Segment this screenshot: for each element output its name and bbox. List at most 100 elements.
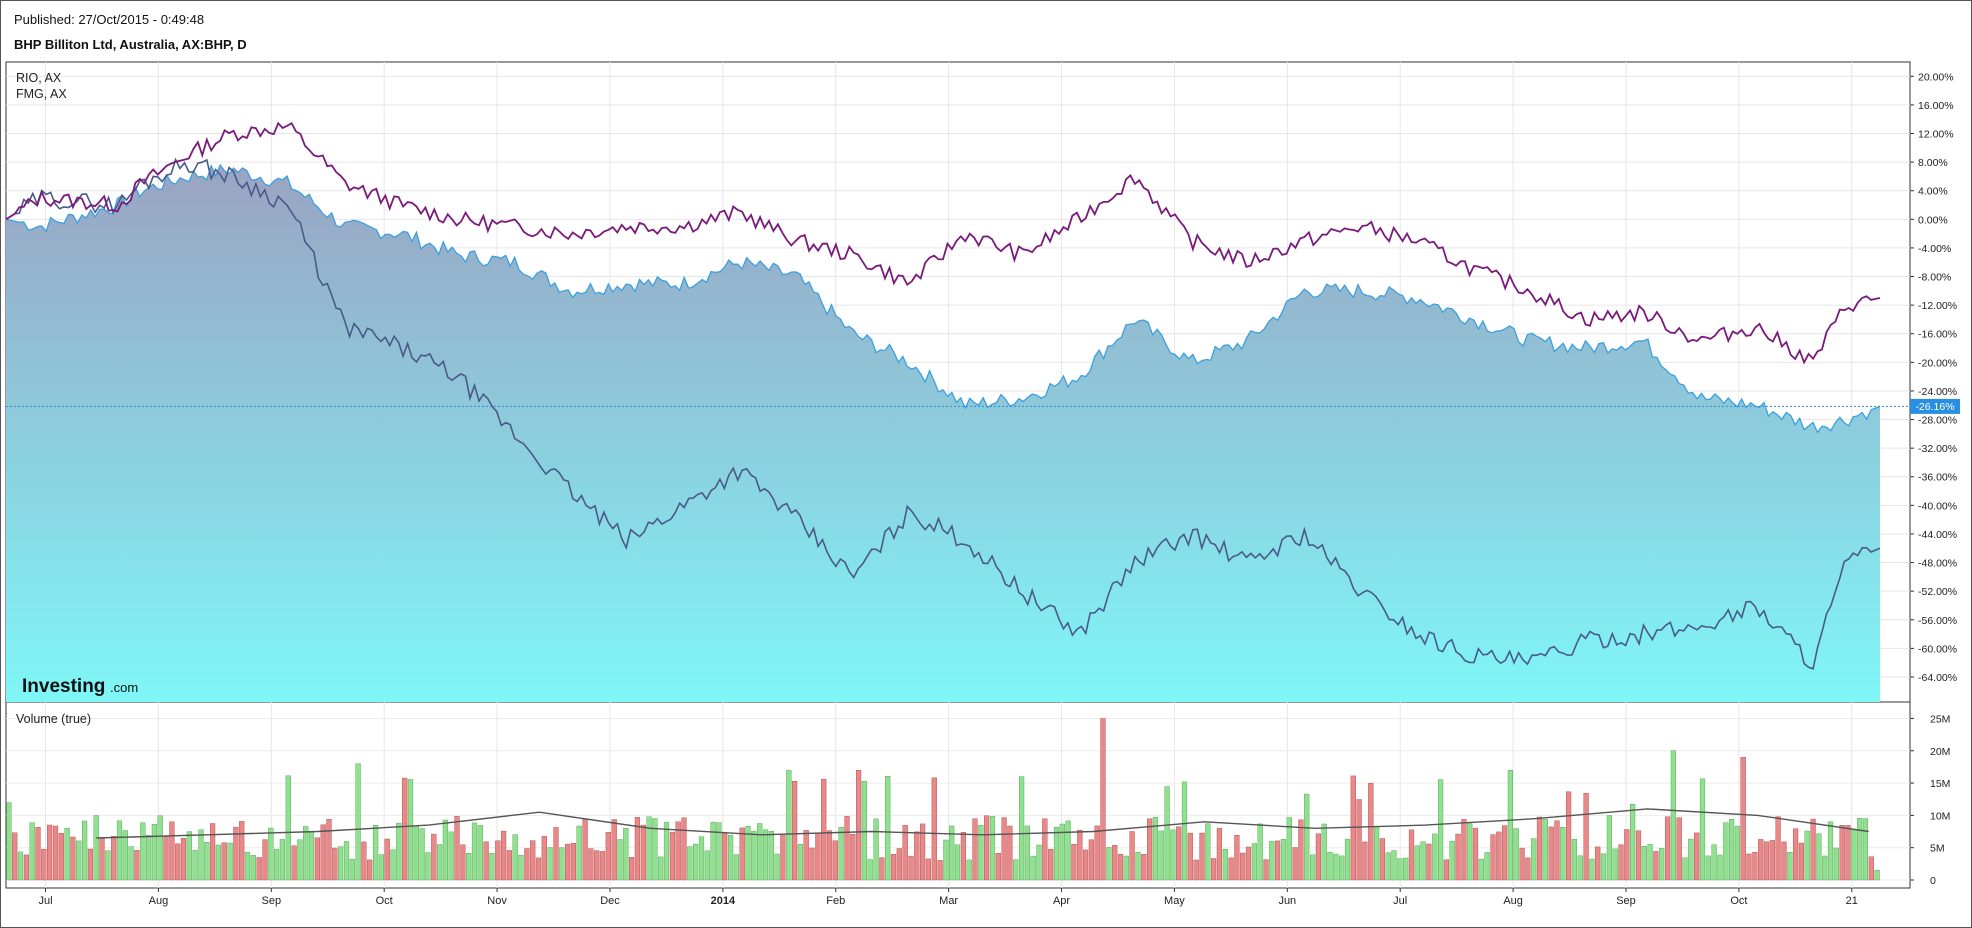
volume-bar	[681, 817, 687, 881]
volume-bar	[81, 820, 88, 881]
volume-bar	[1624, 829, 1630, 881]
volume-bar	[1257, 823, 1263, 881]
volume-bar	[1094, 825, 1100, 881]
volume-bar	[1129, 831, 1135, 881]
volume-bar	[634, 817, 641, 881]
y-tick-label: 8.00%	[1918, 157, 1948, 169]
volume-bar	[809, 847, 815, 881]
volume-bar	[93, 815, 99, 881]
volume-bar	[332, 847, 338, 881]
volume-bar	[1071, 844, 1077, 881]
volume-bar	[1269, 841, 1275, 881]
volume-bar	[914, 831, 920, 881]
volume-bar	[1694, 832, 1700, 881]
rio-line	[5, 121, 1881, 365]
volume-bar	[1595, 846, 1601, 881]
y-tick-label: -40.00%	[1918, 500, 1957, 512]
x-tick-label: 21	[1846, 895, 1858, 907]
volume-bar	[297, 839, 303, 881]
volume-bar	[856, 770, 862, 881]
volume-bar	[1274, 840, 1281, 881]
volume-bar	[221, 842, 227, 881]
volume-bar	[1763, 841, 1770, 881]
volume-bar	[47, 824, 53, 881]
volume-bar	[943, 839, 949, 881]
volume-bar	[384, 838, 390, 881]
volume-bar	[1449, 840, 1455, 881]
y-tick-label: 4.00%	[1918, 186, 1948, 198]
y-tick-label: -32.00%	[1918, 443, 1957, 455]
volume-y-tick-label: 20M	[1930, 746, 1950, 758]
volume-bar	[844, 816, 850, 881]
volume-bar	[471, 822, 478, 881]
volume-bar	[1583, 793, 1589, 881]
volume-bar	[640, 824, 646, 881]
volume-bar	[396, 822, 402, 881]
volume-bar	[1525, 857, 1531, 881]
volume-bar	[1874, 870, 1880, 881]
volume-bar	[41, 849, 47, 881]
last-value-text: -26.16%	[1915, 401, 1954, 413]
volume-bar	[733, 854, 740, 881]
volume-bar	[629, 857, 635, 881]
volume-bar	[279, 839, 286, 881]
volume-bar	[378, 854, 385, 881]
volume-bar	[669, 831, 676, 881]
volume-bar	[652, 818, 658, 881]
volume-bar	[1560, 827, 1566, 881]
y-tick-label: -28.00%	[1918, 415, 1957, 427]
volume-bar	[1531, 838, 1537, 881]
chart-title: BHP Billiton Ltd, Australia, AX:BHP, D	[14, 37, 247, 52]
volume-bar	[826, 830, 833, 881]
volume-bar	[1222, 849, 1228, 881]
volume-bar	[1420, 841, 1426, 881]
volume-bar	[163, 836, 169, 881]
volume-bar	[349, 858, 355, 881]
volume-bar	[1193, 859, 1199, 881]
volume-bar	[215, 844, 222, 881]
x-tick-label: Aug	[1503, 895, 1523, 907]
volume-bar	[902, 825, 908, 881]
volume-bar	[425, 852, 431, 881]
y-axis: 20.00% 16.00% 12.00% 8.00% 4.00% 0.00% -4.00% -…	[1910, 71, 1957, 887]
volume-bar	[256, 857, 262, 881]
volume-bar	[506, 850, 513, 881]
volume-bar	[285, 775, 291, 881]
volume-bar	[1228, 857, 1234, 881]
volume-bar	[314, 837, 321, 881]
volume-bar	[524, 848, 530, 881]
x-tick-label: Mar	[939, 895, 958, 907]
volume-bar	[1758, 839, 1764, 881]
volume-bar	[326, 819, 332, 881]
bhp-area-fill	[6, 165, 1880, 703]
volume-bar	[937, 860, 943, 881]
volume-bar	[111, 836, 117, 881]
y-tick-label: -52.00%	[1918, 586, 1957, 598]
volume-bar	[722, 833, 728, 881]
volume-bar	[303, 826, 309, 881]
y-tick-label: -12.00%	[1918, 300, 1957, 312]
volume-bar	[239, 821, 245, 881]
y-tick-label: -56.00%	[1918, 615, 1957, 627]
volume-bar	[495, 840, 501, 881]
investing-logo: Investing .com	[22, 676, 138, 697]
volume-bar	[1635, 830, 1642, 881]
volume-bar	[1280, 839, 1287, 881]
volume-bar	[1106, 847, 1112, 881]
volume-bar	[896, 848, 902, 881]
x-tick-label: Jun	[1278, 895, 1296, 907]
volume-bar	[157, 815, 163, 881]
volume-bar	[762, 829, 769, 881]
volume-bar	[1839, 825, 1845, 881]
volume-bar	[815, 832, 821, 881]
volume-bar	[925, 858, 932, 881]
volume-bar	[1170, 829, 1176, 881]
volume-bar	[570, 843, 577, 881]
volume-bar	[198, 829, 204, 881]
volume-bar	[1600, 853, 1607, 881]
volume-bar	[1467, 823, 1473, 881]
volume-bar	[1414, 845, 1420, 881]
volume-bar	[1699, 778, 1706, 881]
y-tick-label: -24.00%	[1918, 386, 1957, 398]
